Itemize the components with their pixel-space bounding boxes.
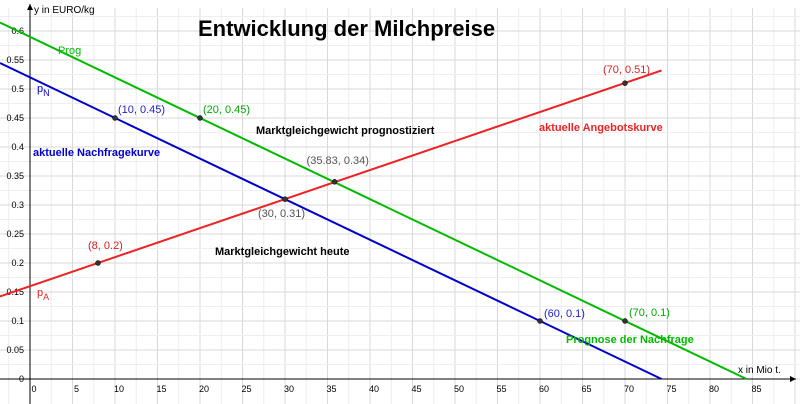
data-points: (10, 0.45) (60, 0.1) (20, 0.45) (70, 0.1) (8…	[88, 64, 670, 324]
x-tick-label: 50	[454, 384, 464, 394]
axes: 0 5 10 15 20 25 30 35 40 45 50 55 60 65 70 75 80 85 0 0.05 0…	[0, 4, 796, 404]
x-tick-label: 65	[581, 384, 591, 394]
y-tick-label: 0.2	[11, 258, 24, 268]
annotation-current-equilibrium: Marktgleichgewicht heute	[215, 246, 349, 258]
data-point	[282, 196, 288, 202]
point-label: (8, 0.2)	[88, 240, 123, 252]
y-axis-arrow	[27, 4, 33, 10]
x-tick-label: 80	[709, 384, 719, 394]
x-tick-label: 85	[751, 384, 761, 394]
y-tick-label: 0.5	[11, 84, 24, 94]
y-tick-label: 0.3	[11, 200, 24, 210]
y-tick-label: 0.05	[6, 345, 24, 355]
point-label: (20, 0.45)	[203, 104, 250, 116]
x-tick-label: 75	[666, 384, 676, 394]
x-tick-label: 5	[74, 384, 79, 394]
data-point	[331, 179, 338, 185]
x-tick-label: 15	[156, 384, 166, 394]
x-tick-label: 25	[241, 384, 251, 394]
x-tick-label: 30	[284, 384, 294, 394]
annotation-current-demand: aktuelle Nachfragekurve	[33, 147, 160, 159]
chart-title: Entwicklung der Milchpreise	[198, 16, 495, 41]
x-axis-label: x in Mio t.	[738, 365, 781, 376]
point-label: (70, 0.1)	[629, 307, 670, 319]
point-label: (60, 0.1)	[544, 308, 585, 320]
pa-series-label: pA	[37, 287, 49, 302]
series-line	[0, 62, 662, 380]
y-tick-label: 0.25	[6, 229, 24, 239]
y-tick-label: 0	[19, 374, 24, 384]
data-point	[537, 318, 543, 324]
pn-series-label: pN	[37, 83, 50, 98]
y-tick-label: 0.1	[11, 316, 24, 326]
x-tick-label: 55	[496, 384, 506, 394]
annotation-demand-forecast: Prognose der Nachfrage	[566, 334, 694, 346]
y-tick-label: 0.4	[11, 142, 24, 152]
series-line	[0, 69, 662, 298]
annotation-current-supply: aktuelle Angebotskurve	[539, 122, 663, 134]
series-line	[0, 21, 747, 380]
point-label: (10, 0.45)	[118, 104, 165, 116]
y-tick-label: 0.35	[6, 171, 24, 181]
point-label: (35.83, 0.34)	[307, 155, 369, 167]
x-tick-label: 10	[114, 384, 124, 394]
x-tick-label: 0	[31, 384, 36, 394]
data-point	[95, 260, 101, 266]
y-tick-label: 0.55	[6, 55, 24, 65]
data-point	[197, 115, 203, 121]
x-tick-label: 40	[369, 384, 379, 394]
x-tick-label: 20	[199, 384, 209, 394]
text-labels: Entwicklung der Milchpreise y in EURO/kg…	[33, 5, 781, 376]
annotation-forecast-equilibrium: Marktgleichgewicht prognostiziert	[256, 125, 435, 137]
x-tick-label: 70	[624, 384, 634, 394]
x-tick-label: 45	[411, 384, 421, 394]
data-point	[622, 80, 628, 86]
curves	[0, 21, 747, 380]
data-point	[622, 318, 628, 324]
prog-series-label: Prog	[58, 45, 81, 57]
y-axis-label: y in EURO/kg	[34, 5, 95, 16]
point-label: (30, 0.31)	[258, 208, 305, 220]
data-point	[112, 115, 118, 121]
x-tick-label: 35	[326, 384, 336, 394]
y-tick-label: 0.45	[6, 113, 24, 123]
x-axis-arrow	[790, 376, 796, 382]
x-tick-label: 60	[539, 384, 549, 394]
point-label: (70, 0.51)	[603, 64, 650, 76]
